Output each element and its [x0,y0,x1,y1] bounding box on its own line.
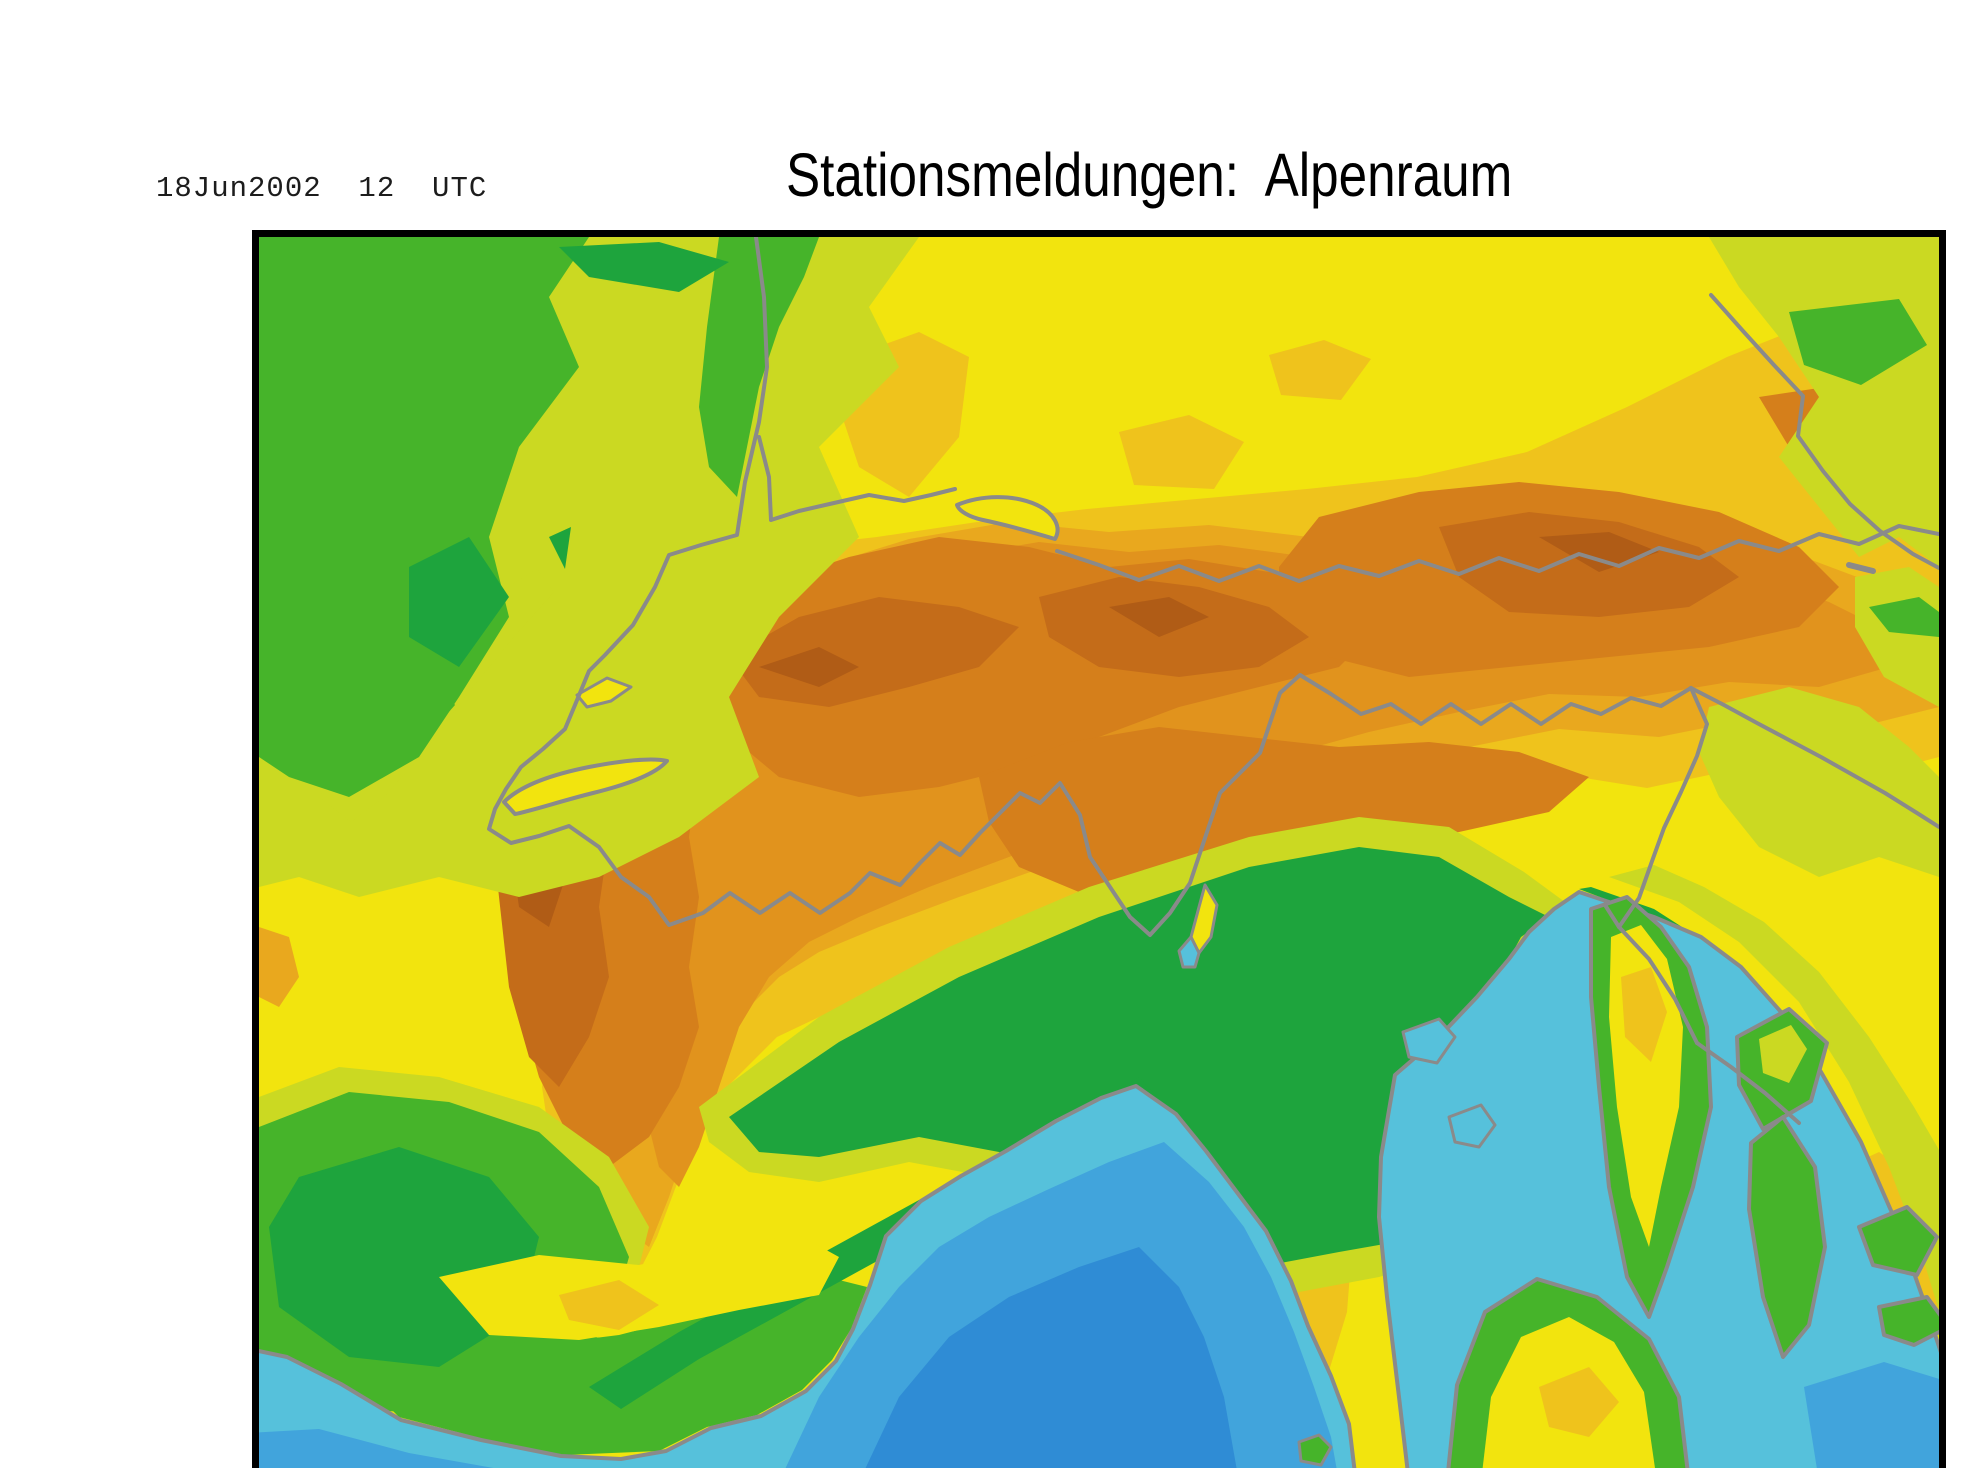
border-france-switzerland-italy [487,237,1693,937]
green-bohemia-patch [1789,299,1927,385]
island-krk-core [1759,1025,1807,1083]
orange-dark-southern-alps [979,727,1589,892]
border-italy-slovenia [1603,686,1709,929]
green-east-sliver [1869,597,1939,637]
page-title: Stationsmeldungen: Alpenraum [786,141,1513,209]
yellow-green-kvarner-coast [1609,865,1939,1311]
border-austria-slovenia [1689,686,1939,829]
border-slovenia-croatia-istria [1617,925,1699,1045]
gold-bavaria-patch [1269,340,1371,400]
ligurian-sea-deep [865,1247,1237,1468]
map-frame [252,230,1946,1468]
island-cres [1747,1115,1827,1359]
border-switzerland-germany-rhine [757,435,957,522]
brown-dark-spot-valais [759,647,859,687]
lake-neuchatel [575,676,633,709]
deep-green-small-sliver [549,527,571,569]
venice-lagoon [1401,1017,1457,1065]
green-rhine-valley [699,237,819,497]
lakes-layer [502,495,1219,969]
toulon-peninsula-core [439,1235,839,1340]
deep-green-po-valley [729,847,1549,1267]
brown-dark-spot-ortler [1109,597,1209,637]
border-germany-austria [1055,524,1939,583]
national-borders-layer [487,237,1939,1125]
toulon-peninsula-gold-spot [559,1280,659,1330]
istria-gold-spot [1621,967,1667,1062]
island-rab [1857,1205,1939,1277]
green-jura-dot [409,682,455,732]
deep-green-north-sliver [559,242,729,292]
border-czech-austria [1709,293,1939,570]
marano-lagoon [1447,1103,1497,1149]
green-burgundy [259,237,589,797]
yellow-green-slovenia [1699,687,1939,877]
lake-woerthersee [1846,562,1876,574]
gulf-of-lion-mid-depth [259,1429,494,1468]
datetime-label: 18Jun2002 12 UTC [156,172,488,205]
deep-green-burgundy-spot [409,537,509,667]
island-losinj-gold-spot [1539,1367,1619,1437]
lake-geneva [502,757,669,816]
gold-swabia-patch [1119,415,1244,489]
island-pag [1877,1295,1939,1347]
coastal-land-layer [1297,895,1939,1468]
adriatic-sea-mid-depth [1804,1362,1939,1468]
alpine-region-map [259,237,1939,1468]
lake-garda-south [1177,935,1201,969]
border-croatia-inland [1695,1041,1801,1125]
orange-light-left-edge [259,927,299,1007]
ligurian-islet [1297,1433,1333,1467]
lake-constance [955,495,1060,541]
